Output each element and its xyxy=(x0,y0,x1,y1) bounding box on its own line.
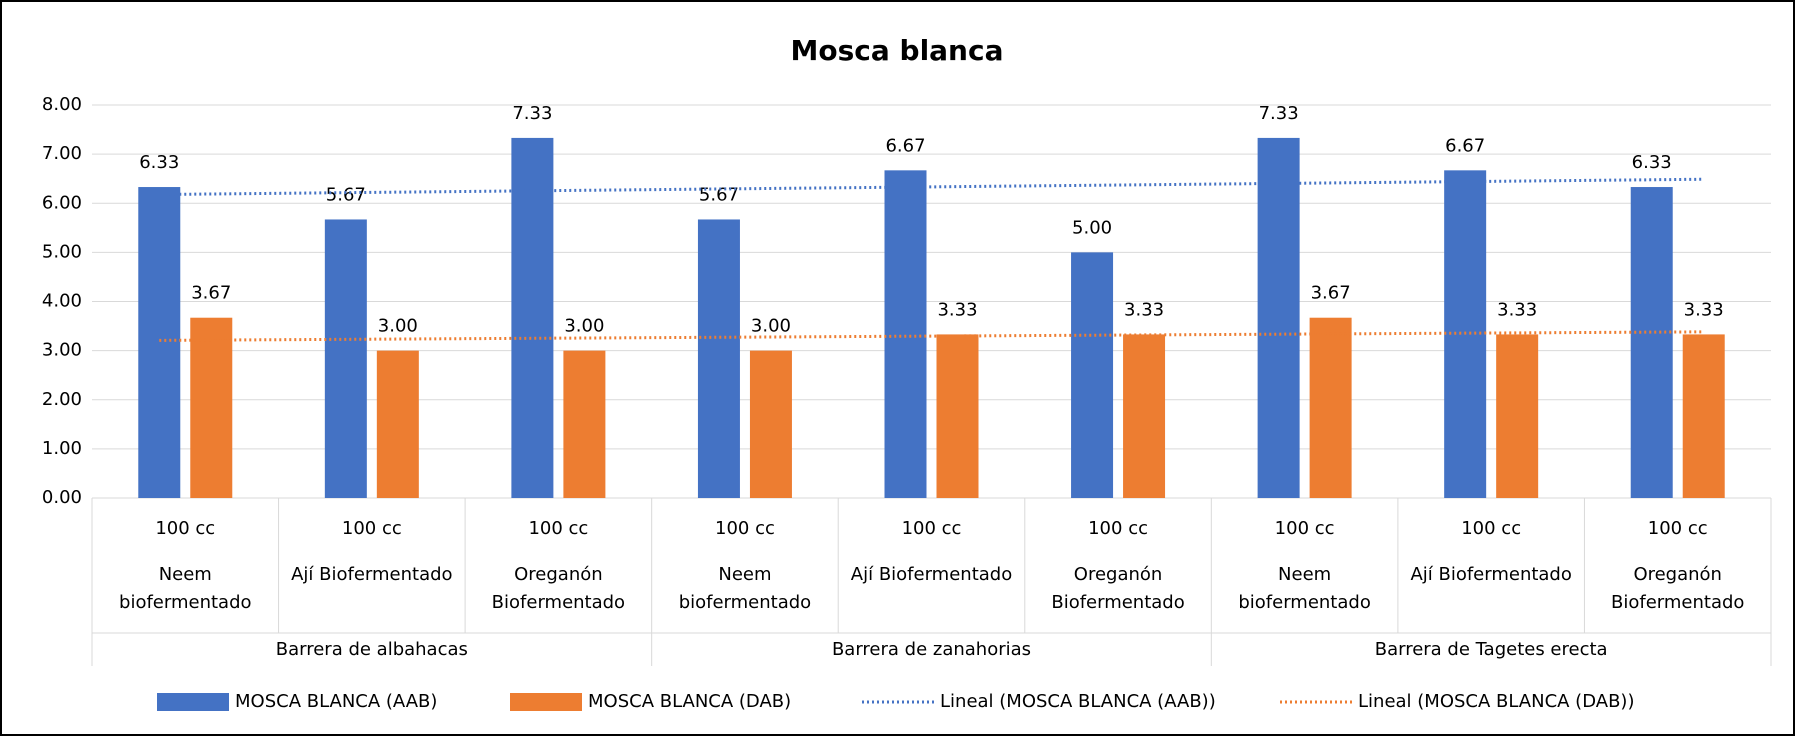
x-tick-label: Ají Biofermentado xyxy=(1410,564,1571,585)
bar xyxy=(1309,317,1352,498)
data-label: 3.00 xyxy=(564,316,604,337)
bar xyxy=(936,334,979,498)
x-tick-label: 100 cc xyxy=(155,518,215,539)
data-label: 7.33 xyxy=(1259,103,1299,124)
x-tick-label: 100 cc xyxy=(1461,518,1521,539)
x-tick-label: 100 cc xyxy=(342,518,402,539)
y-tick-label: 1.00 xyxy=(42,438,82,459)
data-label: 6.33 xyxy=(139,152,179,173)
bar xyxy=(884,170,927,498)
x-tick-label: Biofermentado xyxy=(492,592,625,613)
legend-label: Lineal (MOSCA BLANCA (DAB)) xyxy=(1358,691,1634,712)
bar xyxy=(190,317,233,498)
bar xyxy=(1682,334,1725,498)
data-label: 3.00 xyxy=(751,316,791,337)
x-tick-label: Neem xyxy=(1278,564,1331,585)
x-tick-label: 100 cc xyxy=(1088,518,1148,539)
x-tick-label: 100 cc xyxy=(1648,518,1708,539)
data-label: 3.00 xyxy=(378,316,418,337)
data-label: 3.33 xyxy=(1124,299,1164,320)
x-tick-label: Oreganón xyxy=(1633,564,1722,585)
x-tick-label: Biofermentado xyxy=(1051,592,1184,613)
x-tick-label: 100 cc xyxy=(715,518,775,539)
bar xyxy=(1071,252,1114,498)
data-label: 3.33 xyxy=(1497,299,1537,320)
data-label: 5.67 xyxy=(326,184,366,205)
data-label: 5.00 xyxy=(1072,217,1112,238)
y-tick-label: 6.00 xyxy=(42,192,82,213)
x-tick-label: 100 cc xyxy=(902,518,962,539)
data-label: 6.67 xyxy=(885,135,925,156)
data-label: 7.33 xyxy=(512,103,552,124)
x-tick-label: 100 cc xyxy=(1275,518,1335,539)
bar xyxy=(749,350,792,498)
y-tick-label: 4.00 xyxy=(42,291,82,312)
x-tick-label: Oreganón xyxy=(514,564,603,585)
bar xyxy=(376,350,419,498)
legend-swatch xyxy=(157,693,229,711)
x-tick-label: Ají Biofermentado xyxy=(851,564,1012,585)
data-label: 3.33 xyxy=(937,299,977,320)
x-tick-label: Neem xyxy=(718,564,771,585)
x-tick-label: Neem xyxy=(159,564,212,585)
bar xyxy=(511,137,554,498)
bar xyxy=(697,219,740,498)
x-tick-label: biofermentado xyxy=(119,592,251,613)
y-tick-label: 8.00 xyxy=(42,94,82,115)
x-tick-label: biofermentado xyxy=(679,592,811,613)
x-tick-label: Oreganón xyxy=(1074,564,1163,585)
y-tick-label: 3.00 xyxy=(42,340,82,361)
bar xyxy=(1257,137,1300,498)
data-label: 6.33 xyxy=(1632,152,1672,173)
group-label: Barrera de zanahorias xyxy=(832,639,1031,660)
legend-label: MOSCA BLANCA (DAB) xyxy=(588,691,791,712)
x-tick-label: Ají Biofermentado xyxy=(291,564,452,585)
data-label: 3.67 xyxy=(191,283,231,304)
y-tick-label: 5.00 xyxy=(42,241,82,262)
legend-label: Lineal (MOSCA BLANCA (AAB)) xyxy=(940,691,1216,712)
legend-swatch xyxy=(510,693,582,711)
data-label: 3.67 xyxy=(1311,283,1351,304)
data-label: 3.33 xyxy=(1684,299,1724,320)
data-label: 6.67 xyxy=(1445,135,1485,156)
group-label: Barrera de Tagetes erecta xyxy=(1375,639,1608,660)
x-tick-label: biofermentado xyxy=(1238,592,1370,613)
y-tick-label: 0.00 xyxy=(42,487,82,508)
bar xyxy=(1630,187,1673,498)
bar xyxy=(1496,334,1539,498)
bar xyxy=(324,219,367,498)
data-label: 5.67 xyxy=(699,184,739,205)
y-tick-label: 7.00 xyxy=(42,143,82,164)
legend-label: MOSCA BLANCA (AAB) xyxy=(235,691,437,712)
bar xyxy=(138,187,181,498)
x-tick-label: Biofermentado xyxy=(1611,592,1744,613)
chart-title: Mosca blanca xyxy=(791,34,1004,67)
bar xyxy=(563,350,606,498)
bar xyxy=(1123,334,1166,498)
group-label: Barrera de albahacas xyxy=(276,639,468,660)
y-tick-label: 2.00 xyxy=(42,389,82,410)
x-tick-label: 100 cc xyxy=(528,518,588,539)
